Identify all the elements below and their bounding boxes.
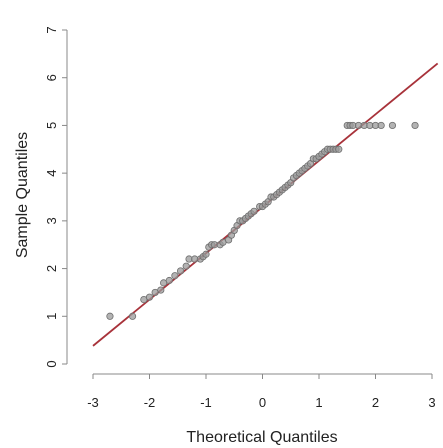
x-tick-label: 0 <box>259 395 266 410</box>
data-point <box>128 312 137 320</box>
x-tick-label: 1 <box>315 395 322 410</box>
x-axis-title: Theoretical Quantiles <box>186 429 337 446</box>
data-point <box>165 276 173 285</box>
x-tick-label: -2 <box>144 395 156 410</box>
y-tick-label: 0 <box>44 360 59 367</box>
y-tick-label: 3 <box>44 217 59 224</box>
y-tick-label: 2 <box>44 265 59 272</box>
data-point <box>335 145 343 153</box>
x-tick-label: 2 <box>372 395 379 410</box>
y-tick-label: 5 <box>44 122 59 129</box>
data-points <box>106 121 419 320</box>
data-point <box>411 121 419 130</box>
y-tick-label: 4 <box>44 170 59 177</box>
y-tick-label: 1 <box>44 313 59 320</box>
data-point <box>250 207 258 215</box>
data-point <box>106 312 114 320</box>
y-tick-label: 6 <box>44 74 59 81</box>
data-point <box>176 267 185 275</box>
y-ticks: 0 1 2 3 4 5 6 7 <box>44 26 67 368</box>
data-point <box>388 121 397 130</box>
x-tick-label: -1 <box>200 395 212 410</box>
y-axis-title: Sample Quantiles <box>14 132 31 258</box>
x-tick-label: 3 <box>428 395 435 410</box>
data-point <box>182 262 190 270</box>
data-point <box>377 121 385 130</box>
data-point <box>202 250 210 258</box>
x-ticks: -3 -2 -1 0 1 2 3 <box>87 374 436 410</box>
data-point <box>171 272 179 280</box>
y-tick-label: 7 <box>44 26 59 33</box>
x-tick-label: -3 <box>87 395 99 410</box>
data-point <box>157 286 165 294</box>
data-point <box>145 293 154 301</box>
